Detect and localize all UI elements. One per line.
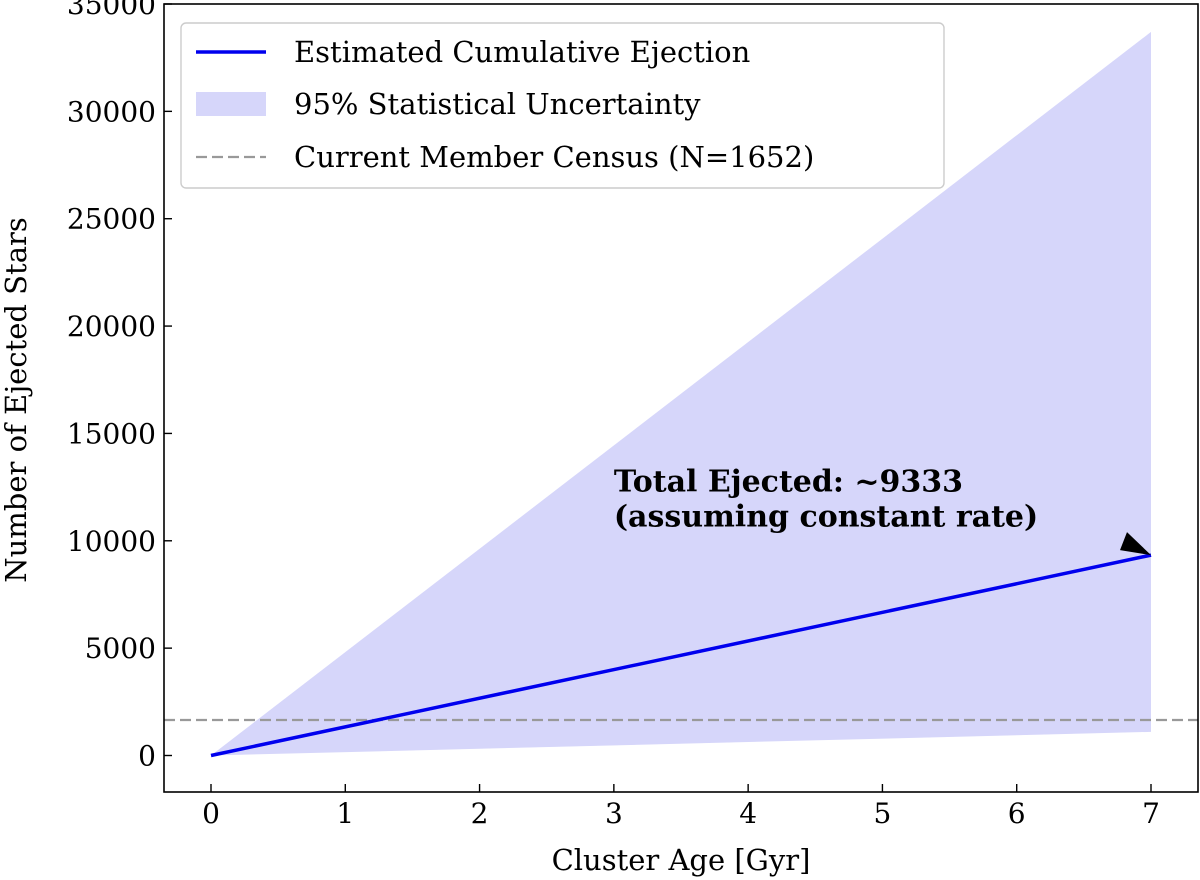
y-tick-label: 25000 — [67, 203, 156, 236]
x-tick-label: 4 — [739, 797, 757, 830]
y-tick-label: 30000 — [67, 95, 156, 128]
plot-frame — [163, 3, 1199, 793]
annotation-layer: Total Ejected: ~9333(assuming constant r… — [614, 464, 1151, 556]
axes — [163, 3, 1199, 793]
uncertainty-band-layer — [211, 31, 1151, 756]
ticks: 0 1 2 3 4 5 6 7 0 5000 10000 15000 20000 25000 30000 35… — [67, 0, 1160, 830]
legend-label: Estimated Cumulative Ejection — [294, 35, 750, 69]
legend-label: 95% Statistical Uncertainty — [294, 87, 701, 121]
x-tick-label: 7 — [1142, 797, 1160, 830]
legend-label: Current Member Census (N=1652) — [294, 140, 814, 174]
x-tick-label: 6 — [1008, 797, 1026, 830]
x-tick-label: 2 — [471, 797, 489, 830]
annotation-line-2: (assuming constant rate) — [614, 499, 1038, 534]
legend-swatch-band — [196, 92, 266, 116]
ejection-line-layer — [210, 553, 1152, 758]
legend: Estimated Cumulative Ejection 95% Statist… — [180, 22, 945, 189]
annotation-line-1: Total Ejected: ~9333 — [614, 464, 963, 499]
x-axis-title: Cluster Age [Gyr] — [552, 843, 811, 877]
y-tick-label: 0 — [138, 739, 156, 772]
x-tick-label: 3 — [605, 797, 623, 830]
y-tick-label: 15000 — [67, 417, 156, 450]
legend-box — [180, 22, 945, 189]
y-tick-label: 35000 — [67, 0, 156, 21]
x-tick-label: 5 — [874, 797, 892, 830]
uncertainty-band — [211, 31, 1151, 756]
x-tick-label: 0 — [202, 797, 220, 830]
ejection-line — [210, 553, 1152, 758]
y-tick-label: 5000 — [85, 632, 156, 665]
y-tick-label: 10000 — [67, 525, 156, 558]
y-tick-label: 20000 — [67, 310, 156, 343]
annotation-arrow — [1120, 532, 1151, 556]
x-tick-label: 1 — [336, 797, 354, 830]
y-axis-title: Number of Ejected Stars — [0, 217, 33, 583]
